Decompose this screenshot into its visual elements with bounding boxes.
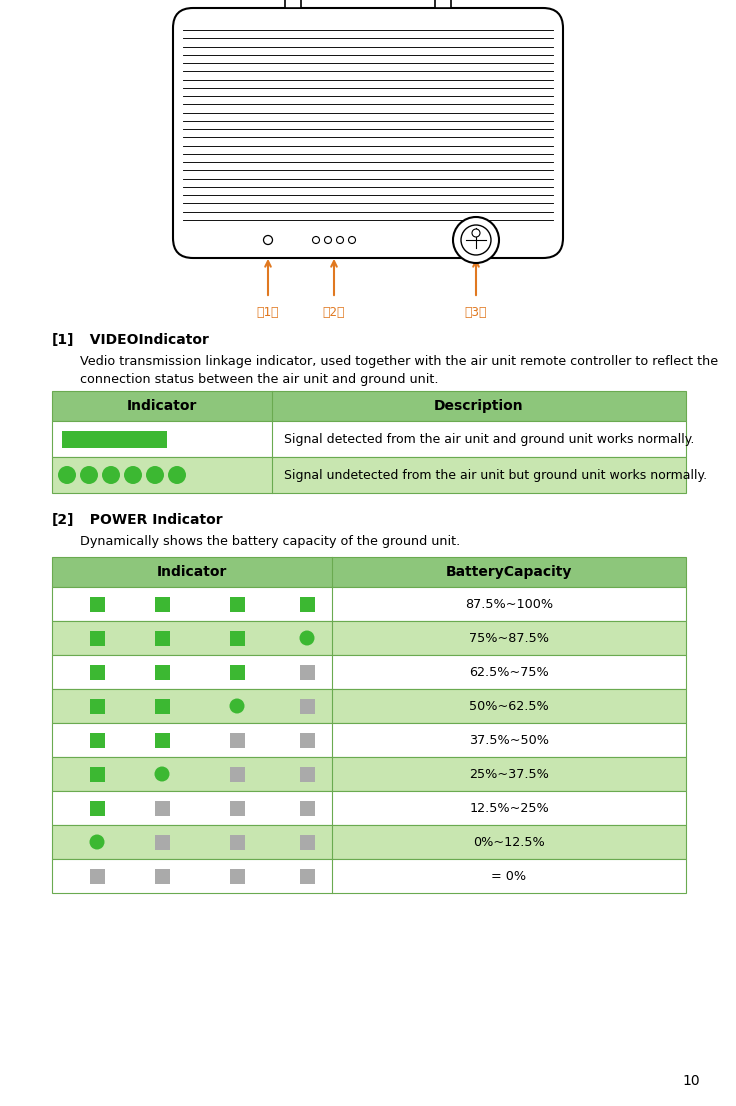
Circle shape <box>461 225 491 255</box>
Circle shape <box>146 466 164 484</box>
Bar <box>52 587 686 620</box>
Text: = 0%: = 0% <box>492 869 526 883</box>
Circle shape <box>230 699 244 713</box>
Text: 37.5%~50%: 37.5%~50% <box>469 733 549 747</box>
Bar <box>300 665 314 679</box>
Text: Indicator: Indicator <box>127 399 197 413</box>
Bar <box>52 791 686 825</box>
Text: BatteryCapacity: BatteryCapacity <box>446 565 572 580</box>
Circle shape <box>90 835 105 849</box>
Circle shape <box>453 217 499 263</box>
Bar <box>90 801 105 815</box>
Bar <box>52 457 686 493</box>
Bar <box>230 868 244 884</box>
Bar <box>300 801 314 815</box>
Text: ［1］: ［1］ <box>257 306 279 319</box>
Bar <box>52 421 686 457</box>
Bar <box>230 732 244 748</box>
Bar <box>52 859 686 893</box>
Bar <box>52 557 686 587</box>
Bar <box>300 699 314 713</box>
FancyBboxPatch shape <box>173 8 563 258</box>
Bar <box>90 665 105 679</box>
Text: 75%~87.5%: 75%~87.5% <box>469 632 549 645</box>
Bar <box>300 835 314 849</box>
Text: ［3］: ［3］ <box>464 306 487 319</box>
Circle shape <box>336 237 344 243</box>
Text: 50%~62.5%: 50%~62.5% <box>469 699 549 712</box>
Bar <box>230 630 244 646</box>
Bar <box>230 665 244 679</box>
Bar <box>155 596 169 612</box>
Bar <box>300 732 314 748</box>
Bar <box>435 0 451 8</box>
Bar <box>285 0 301 8</box>
Circle shape <box>325 237 331 243</box>
Bar <box>300 766 314 782</box>
Bar <box>52 655 686 689</box>
Circle shape <box>124 466 142 484</box>
Bar <box>90 630 105 646</box>
Text: Signal undetected from the air unit but ground unit works normally.: Signal undetected from the air unit but … <box>284 469 707 481</box>
Bar <box>90 868 105 884</box>
Text: [1]: [1] <box>52 333 74 347</box>
Text: POWER Indicator: POWER Indicator <box>80 513 222 526</box>
Circle shape <box>300 630 314 646</box>
Bar <box>155 801 169 815</box>
Text: 62.5%~75%: 62.5%~75% <box>469 666 549 678</box>
Bar <box>52 689 686 723</box>
Bar <box>52 620 686 655</box>
Bar <box>90 596 105 612</box>
Text: Signal detected from the air unit and ground unit works normally.: Signal detected from the air unit and gr… <box>284 432 694 446</box>
Text: Description: Description <box>434 399 524 413</box>
Circle shape <box>349 237 355 243</box>
Text: Dynamically shows the battery capacity of the ground unit.: Dynamically shows the battery capacity o… <box>80 535 460 547</box>
Bar <box>52 392 686 421</box>
Bar <box>300 868 314 884</box>
Circle shape <box>80 466 98 484</box>
Text: Vedio transmission linkage indicator, used together with the air unit remote con: Vedio transmission linkage indicator, us… <box>80 355 718 368</box>
Bar <box>155 699 169 713</box>
Text: Indicator: Indicator <box>157 565 227 580</box>
Bar <box>230 766 244 782</box>
Text: 12.5%~25%: 12.5%~25% <box>469 802 549 814</box>
Circle shape <box>472 229 480 237</box>
Text: ［2］: ［2］ <box>323 306 345 319</box>
Bar <box>52 757 686 791</box>
Text: connection status between the air unit and ground unit.: connection status between the air unit a… <box>80 373 439 386</box>
Bar <box>90 732 105 748</box>
Text: 87.5%~100%: 87.5%~100% <box>465 597 553 611</box>
Bar <box>52 723 686 757</box>
Circle shape <box>313 237 319 243</box>
Circle shape <box>102 466 120 484</box>
Bar <box>230 801 244 815</box>
Bar <box>155 630 169 646</box>
Circle shape <box>263 236 272 244</box>
Text: VIDEO​Indicator: VIDEO​Indicator <box>80 333 209 347</box>
Circle shape <box>155 766 169 782</box>
Circle shape <box>168 466 186 484</box>
Bar <box>230 835 244 849</box>
Bar <box>155 732 169 748</box>
Bar <box>230 596 244 612</box>
Circle shape <box>58 466 76 484</box>
Bar <box>90 766 105 782</box>
Bar <box>90 699 105 713</box>
Text: 25%~37.5%: 25%~37.5% <box>469 768 549 781</box>
Bar <box>155 868 169 884</box>
Text: [2]: [2] <box>52 513 74 526</box>
Bar <box>52 825 686 859</box>
Text: 10: 10 <box>682 1074 700 1088</box>
Bar <box>300 596 314 612</box>
Text: 0%~12.5%: 0%~12.5% <box>473 835 545 848</box>
Bar <box>155 665 169 679</box>
Bar <box>62 431 167 448</box>
Bar <box>155 835 169 849</box>
